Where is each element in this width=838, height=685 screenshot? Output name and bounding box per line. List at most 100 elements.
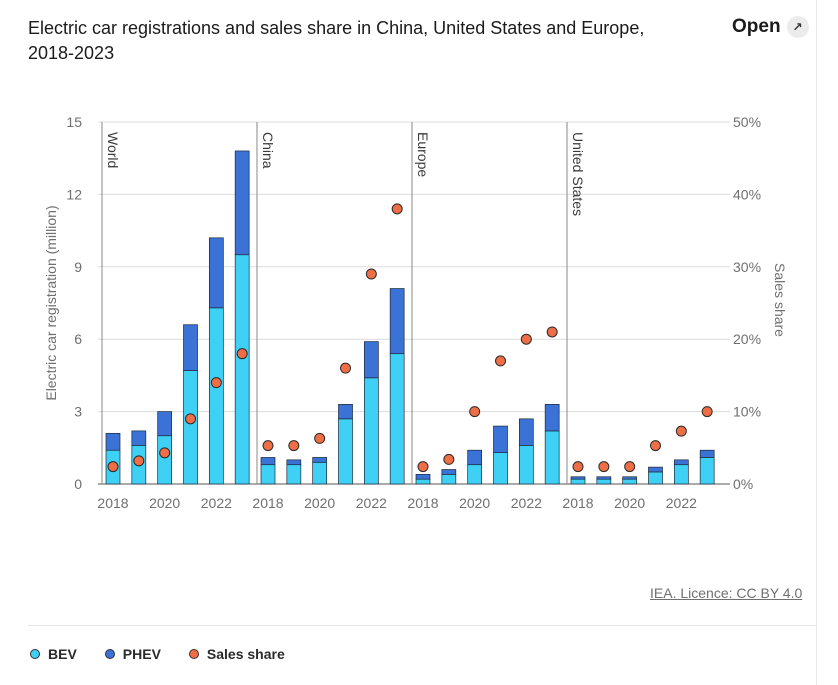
bar-phev [544, 404, 560, 432]
bar-bev [363, 377, 379, 485]
legend-swatch-phev [104, 649, 115, 659]
x-tick-label: 2022 [666, 495, 697, 511]
x-tick-label: 2020 [614, 495, 645, 511]
point-sales-share [185, 413, 196, 425]
bar-phev [260, 457, 276, 466]
bar-phev [286, 459, 302, 466]
x-tick-label: 2020 [304, 495, 335, 511]
bar-phev [183, 324, 198, 371]
y-tick-label: 12 [66, 186, 82, 202]
x-tick-label: 2018 [562, 495, 593, 511]
x-tick-label: 2018 [252, 495, 283, 511]
point-sales-share [288, 440, 300, 452]
legend-divider [28, 625, 816, 626]
legend-item-sales-share[interactable]: Sales share [188, 646, 285, 662]
bar-phev [518, 418, 534, 446]
point-sales-share [314, 432, 326, 444]
bar-phev [622, 476, 638, 480]
bar-bev [260, 464, 276, 485]
bar-bev [648, 471, 663, 485]
panel-border [816, 0, 817, 685]
bar-phev [338, 404, 353, 420]
bar-bev [415, 478, 431, 485]
bar-bev [544, 430, 560, 485]
open-button[interactable]: Open ↗ [732, 16, 809, 38]
panel-label: United States [570, 132, 586, 216]
bar-phev [312, 457, 328, 463]
bar-phev [596, 476, 612, 480]
bar-bev [338, 418, 353, 485]
y-axis-title: Electric car registration (million) [43, 205, 59, 400]
x-tick-label: 2020 [459, 495, 490, 511]
y2-tick-label: 50% [733, 114, 761, 130]
x-tick-label: 2022 [201, 495, 232, 511]
bar-bev [467, 464, 483, 485]
bar-bev [157, 435, 173, 485]
point-sales-share [133, 455, 145, 467]
bar-phev [131, 430, 147, 446]
legend-label-bev: BEV [48, 646, 77, 662]
legend-label-sales-share: Sales share [206, 646, 285, 662]
bar-bev [183, 370, 198, 485]
point-sales-share [391, 203, 403, 215]
point-sales-share [417, 461, 429, 473]
bar-bev [622, 478, 638, 485]
bar-bev [208, 307, 224, 485]
bar-phev [467, 449, 483, 466]
y-tick-label: 6 [74, 331, 82, 347]
bar-phev [105, 432, 121, 451]
bar-phev [493, 425, 508, 453]
point-sales-share [572, 461, 584, 473]
bar-bev [493, 452, 508, 485]
bar-bev [441, 473, 457, 485]
bar-bev [234, 254, 250, 485]
bar-phev [673, 459, 689, 466]
point-sales-share [624, 461, 636, 473]
point-sales-share [262, 440, 274, 452]
source-link[interactable]: IEA. Licence: CC BY 4.0 [650, 585, 803, 601]
y2-tick-label: 30% [733, 259, 761, 275]
y2-tick-label: 20% [733, 331, 761, 347]
bar-bev [699, 457, 715, 485]
x-tick-label: 2018 [407, 495, 438, 511]
point-sales-share [365, 268, 377, 280]
bar-phev [699, 449, 715, 458]
bar-bev [570, 478, 586, 485]
x-tick-label: 2022 [356, 495, 387, 511]
bar-phev [441, 469, 457, 475]
legend-swatch-bev [30, 649, 40, 659]
bar-bev [596, 478, 612, 485]
external-link-icon: ↗ [786, 16, 809, 38]
bar-phev [157, 411, 173, 437]
bar-phev [363, 341, 379, 379]
point-sales-share [495, 355, 506, 367]
y-tick-label: 15 [66, 114, 82, 130]
point-sales-share [210, 377, 222, 389]
panel-label: China [260, 132, 276, 169]
legend-item-bev[interactable]: BEV [30, 646, 77, 662]
bar-phev [389, 288, 405, 355]
x-tick-label: 2020 [149, 495, 180, 511]
y-tick-label: 0 [74, 476, 82, 492]
point-sales-share [107, 461, 119, 473]
legend-item-phev[interactable]: PHEV [104, 646, 161, 662]
point-sales-share [546, 326, 558, 338]
legend-swatch-sales-share [188, 649, 199, 659]
bar-phev [234, 150, 250, 256]
bar-phev [570, 476, 586, 480]
x-tick-label: 2018 [97, 495, 128, 511]
panel-label: Europe [415, 132, 431, 177]
point-sales-share [598, 461, 610, 473]
legend-label-phev: PHEV [122, 646, 161, 662]
bar-phev [415, 473, 431, 480]
y2-tick-label: 40% [733, 186, 761, 202]
y2-axis-title: Sales share [772, 263, 788, 337]
point-sales-share [675, 425, 687, 437]
legend: BEV PHEV Sales share [30, 646, 285, 662]
point-sales-share [469, 406, 481, 418]
bar-bev [518, 445, 534, 485]
bar-bev [389, 353, 405, 485]
point-sales-share [520, 333, 532, 345]
